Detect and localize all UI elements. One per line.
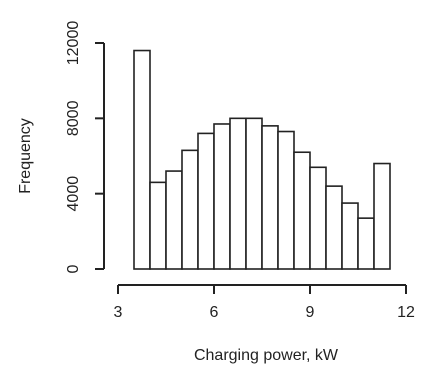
histogram-bar bbox=[245, 117, 263, 270]
histogram-bar bbox=[229, 117, 247, 270]
histogram-bar bbox=[133, 49, 151, 270]
histogram-bar bbox=[357, 217, 375, 270]
histogram-bar bbox=[325, 185, 343, 270]
histogram-bar bbox=[293, 151, 311, 270]
x-axis-title: Charging power, kW bbox=[194, 347, 339, 364]
histogram-bar bbox=[197, 132, 215, 270]
y-tick-label: 4000 bbox=[65, 176, 82, 212]
y-axis: 0 4000 8000 12000 bbox=[65, 21, 105, 273]
histogram-bar bbox=[341, 202, 359, 270]
histogram-bar bbox=[261, 125, 279, 270]
histogram-bar bbox=[165, 170, 183, 270]
histogram-bars bbox=[133, 49, 391, 270]
x-tick-label: 9 bbox=[306, 304, 315, 321]
x-axis: 3 6 9 12 bbox=[114, 284, 415, 321]
histogram-bar bbox=[277, 130, 295, 270]
histogram-bar bbox=[149, 181, 167, 270]
x-tick-label: 12 bbox=[397, 304, 415, 321]
y-axis-title: Frequency bbox=[17, 118, 34, 194]
y-tick-label: 8000 bbox=[65, 100, 82, 136]
x-tick-label: 3 bbox=[114, 304, 123, 321]
x-tick-label: 6 bbox=[210, 304, 219, 321]
histogram-bar bbox=[181, 149, 199, 270]
histogram-bar bbox=[373, 162, 391, 270]
histogram-bar bbox=[309, 166, 327, 270]
histogram-bar bbox=[213, 123, 231, 270]
y-tick-label: 12000 bbox=[65, 21, 82, 66]
y-tick-label: 0 bbox=[65, 264, 82, 273]
